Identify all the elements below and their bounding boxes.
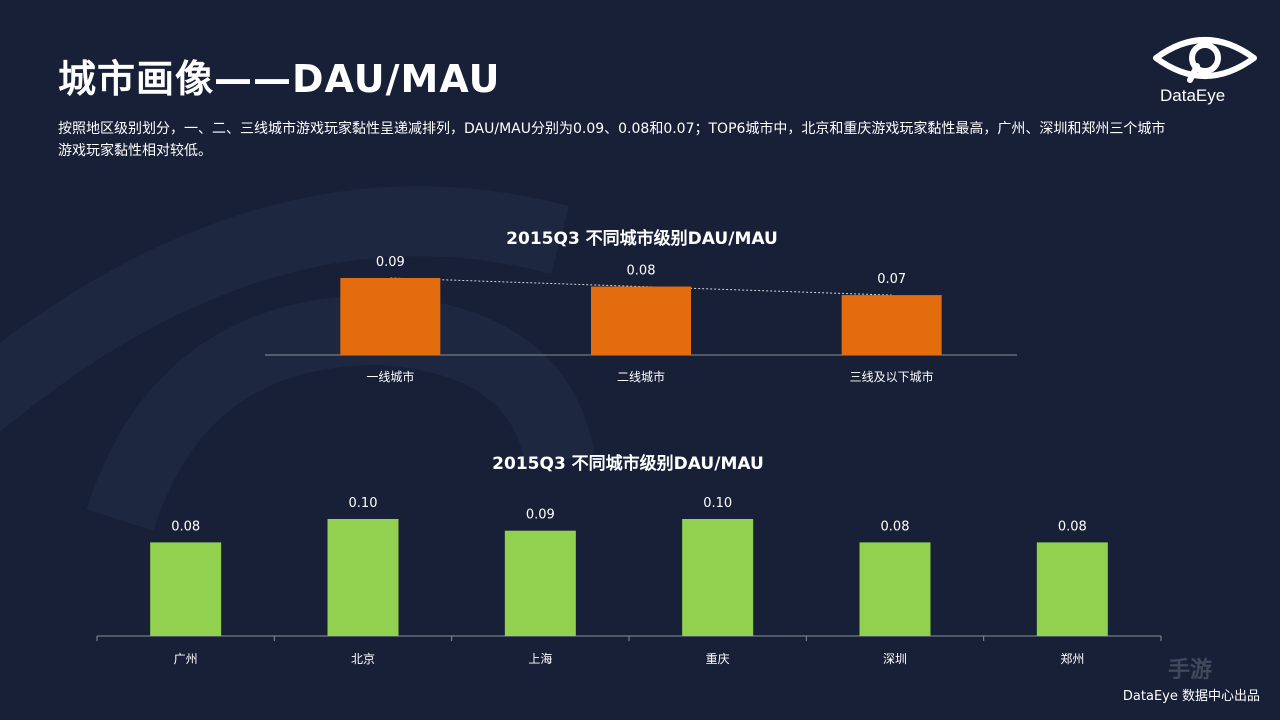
c2-bar bbox=[859, 542, 931, 636]
c2-value-label: 0.10 bbox=[703, 496, 732, 511]
chart1-title: 2015Q3 不同城市级别DAU/MAU bbox=[506, 228, 778, 249]
c2-bar bbox=[682, 519, 754, 636]
c1-category-label: 二线城市 bbox=[617, 369, 665, 384]
c2-value-label: 0.08 bbox=[1058, 519, 1087, 534]
c2-value-label: 0.10 bbox=[349, 496, 378, 511]
c1-bar bbox=[841, 295, 942, 355]
c1-value-label: 0.09 bbox=[376, 255, 405, 270]
c2-value-label: 0.09 bbox=[526, 508, 555, 523]
c2-bar bbox=[327, 519, 399, 636]
c2-bar bbox=[1036, 542, 1108, 636]
logo-text: DataEye bbox=[1160, 86, 1226, 105]
c1-bar bbox=[591, 286, 691, 355]
c1-value-label: 0.08 bbox=[627, 264, 656, 279]
c2-bar bbox=[150, 542, 222, 636]
footer-credit: DataEye 数据中心出品 bbox=[1122, 689, 1260, 704]
page-title: 城市画像——DAU/MAU bbox=[58, 57, 501, 101]
c2-category-label: 重庆 bbox=[706, 652, 730, 666]
c1-category-label: 三线及以下城市 bbox=[850, 369, 934, 384]
c2-category-label: 上海 bbox=[528, 651, 552, 666]
c2-category-label: 深圳 bbox=[883, 652, 907, 666]
c1-bar bbox=[340, 278, 441, 355]
c2-value-label: 0.08 bbox=[881, 519, 910, 534]
page-description: 按照地区级别划分，一、二、三线城市游戏玩家黏性呈递减排列，DAU/MAU分别为0… bbox=[58, 121, 1166, 159]
c2-category-label: 郑州 bbox=[1060, 651, 1084, 666]
eye-logo-icon bbox=[1153, 37, 1257, 83]
chart2-title: 2015Q3 不同城市级别DAU/MAU bbox=[492, 453, 764, 474]
c2-value-label: 0.08 bbox=[171, 519, 200, 534]
c1-value-label: 0.07 bbox=[877, 272, 906, 287]
c1-category-label: 一线城市 bbox=[366, 369, 414, 384]
c2-bar bbox=[504, 530, 576, 636]
c2-category-label: 北京 bbox=[351, 652, 375, 666]
c2-category-label: 广州 bbox=[174, 652, 198, 666]
